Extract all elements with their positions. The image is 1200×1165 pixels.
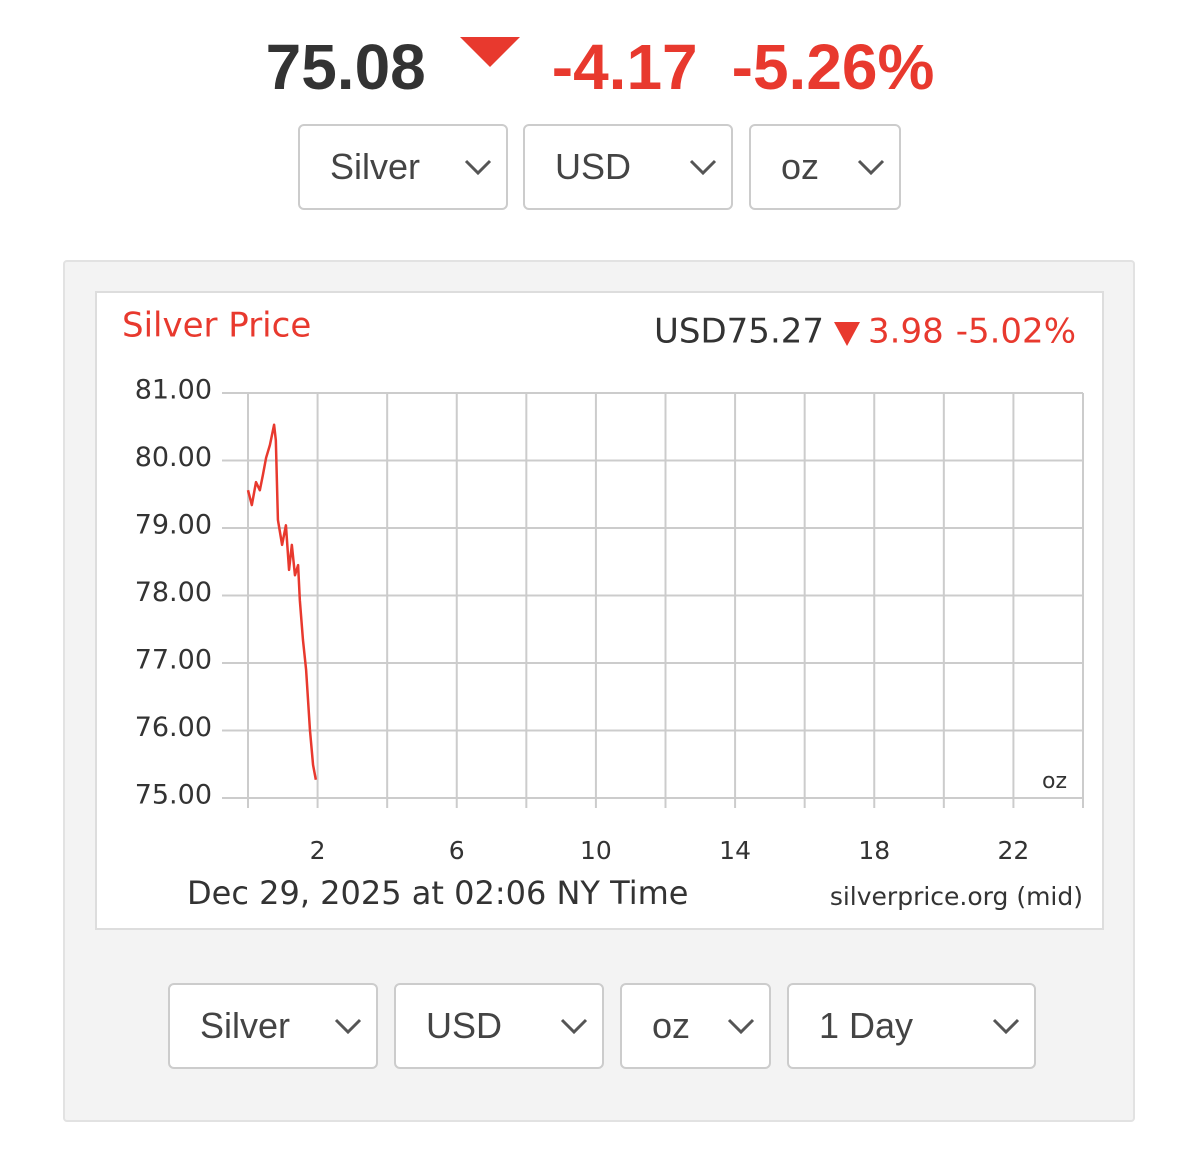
dropdown-label: oz — [652, 1005, 691, 1046]
price-header: 75.08 -4.17 -5.26% — [0, 30, 1200, 104]
quote-price: USD75.27 — [654, 312, 824, 352]
y-tick-label: 79.00 — [135, 510, 212, 541]
chart-title: Silver Price — [122, 306, 311, 346]
chevron — [560, 1018, 588, 1035]
x-tick-label: 14 — [719, 836, 751, 865]
y-tick-label: 78.00 — [135, 577, 212, 608]
x-axis-label: Dec 29, 2025 at 02:06 NY Time — [187, 874, 688, 912]
y-tick-label: 80.00 — [135, 442, 212, 473]
chevron — [727, 1018, 755, 1035]
price-line — [246, 423, 318, 781]
y-tick-label: 81.00 — [135, 375, 212, 406]
dropdown[interactable]: 1 Day — [787, 983, 1036, 1069]
chart: Silver Price USD75.27 3.98 -5.02% oz Dec… — [95, 291, 1104, 930]
quote-change: 3.98 — [868, 312, 944, 352]
dropdown-label: USD — [555, 146, 632, 187]
chevron — [857, 159, 885, 176]
y-tick-label: 76.00 — [135, 712, 212, 743]
y-tick-label: 75.00 — [135, 780, 212, 811]
dropdown-label: Silver — [330, 146, 421, 187]
dropdown[interactable]: oz — [620, 983, 771, 1069]
dropdown-label: 1 Day — [819, 1005, 914, 1046]
source: silverprice.org (mid) — [830, 882, 1083, 911]
change-pct: -5.26% — [731, 31, 935, 103]
dropdown[interactable]: Silver — [298, 124, 508, 210]
dropdown-label: USD — [426, 1005, 503, 1046]
dropdown[interactable]: USD — [394, 983, 604, 1069]
dropdown-label: Silver — [200, 1005, 291, 1046]
x-tick-label: 18 — [858, 836, 890, 865]
change: -4.17 — [551, 31, 698, 103]
chevron — [992, 1018, 1020, 1035]
dropdown[interactable]: oz — [749, 124, 901, 210]
quote-arrow — [834, 322, 861, 346]
y-tick-label: 77.00 — [135, 645, 212, 676]
x-tick-label: 10 — [580, 836, 612, 865]
dropdown[interactable]: Silver — [168, 983, 378, 1069]
unit-label: oz — [1042, 769, 1067, 794]
price: 75.08 — [265, 31, 426, 103]
down-arrow — [459, 37, 520, 67]
quote-change-pct: -5.02% — [956, 312, 1076, 352]
x-tick-label: 6 — [449, 836, 465, 865]
chevron — [689, 159, 717, 176]
dropdown[interactable]: USD — [523, 124, 733, 210]
x-tick-label: 22 — [998, 836, 1030, 865]
chart-frame — [95, 291, 1104, 930]
chevron — [334, 1018, 362, 1035]
x-tick-label: 2 — [310, 836, 326, 865]
chevron — [464, 159, 492, 176]
dropdown-label: oz — [781, 146, 820, 187]
